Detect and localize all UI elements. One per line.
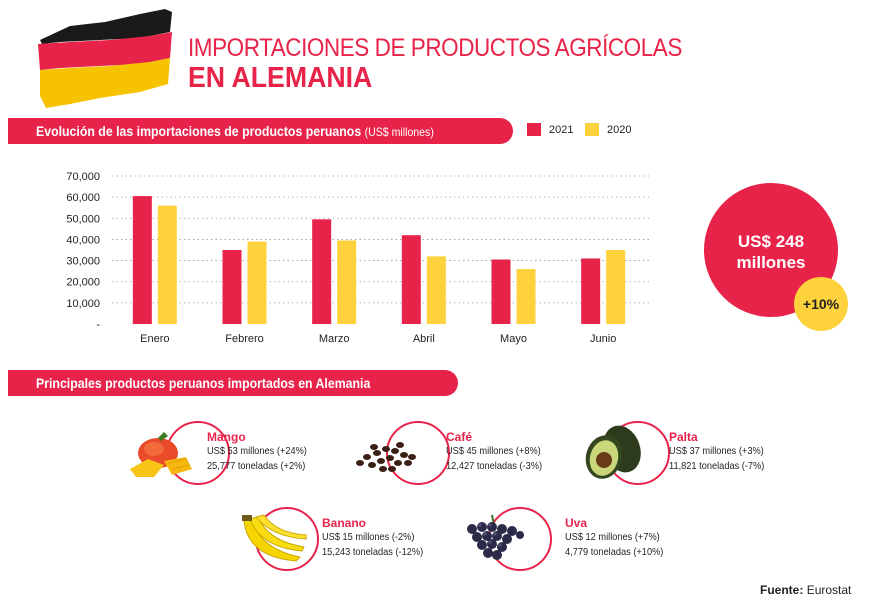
bar-2021-abril xyxy=(401,235,421,324)
product-value-cafe: US$ 45 millones (+8%) xyxy=(446,445,541,457)
chart-section-title-wrap: Evolución de las importaciones de produc… xyxy=(36,123,434,139)
legend-item-2020: 2020 xyxy=(585,123,631,136)
bar-2020-abril xyxy=(426,256,446,324)
x-tick-label: Mayo xyxy=(500,333,527,345)
product-name-cafe: Café xyxy=(446,430,473,444)
bar-2021-enero xyxy=(132,196,152,324)
product-volume-mango: 25,777 toneladas (+2%) xyxy=(207,460,306,472)
product-volume-uva: 4,779 toneladas (+10%) xyxy=(565,546,664,558)
total-imports-unit: millones xyxy=(736,253,806,272)
x-tick-label: Enero xyxy=(140,333,169,345)
total-imports-value: US$ 248 xyxy=(737,232,805,251)
source-value: Eurostat xyxy=(806,583,852,597)
product-volume-cafe: 12,427 toneladas (-3%) xyxy=(446,460,543,472)
legend-swatch-2021 xyxy=(527,123,541,136)
bar-2021-febrero xyxy=(222,250,242,324)
banana-icon xyxy=(242,514,307,562)
page-title-line1: IMPORTACIONES DE PRODUCTOS AGRÍCOLAS xyxy=(188,34,682,62)
germany-flag-icon xyxy=(38,9,172,108)
legend-item-2021: 2021 xyxy=(527,123,573,136)
y-tick-label: 60,000 xyxy=(66,192,100,204)
grapes-icon xyxy=(467,514,524,560)
chart-section-banner: Evolución de las importaciones de produc… xyxy=(8,118,513,144)
imports-bar-chart: - 10,000 20,000 30,000 40,000 50,000 60,000 70,… xyxy=(66,171,650,345)
total-imports-text: US$ 248 millones xyxy=(704,231,838,273)
x-tick-label: Marzo xyxy=(319,333,350,345)
bar-2021-junio xyxy=(581,258,601,324)
legend-swatch-2020 xyxy=(585,123,599,136)
bar-2020-enero xyxy=(157,205,177,324)
bar-2020-mayo xyxy=(516,269,536,324)
y-tick-label: 70,000 xyxy=(66,171,100,183)
product-volume-palta: 11,821 toneladas (-7%) xyxy=(669,460,765,472)
products-section-title: Principales productos peruanos importado… xyxy=(36,375,371,391)
y-tick-label: 50,000 xyxy=(66,213,100,225)
x-tick-label: Junio xyxy=(590,333,616,345)
legend-label-2021: 2021 xyxy=(549,123,574,136)
chart-section-title: Evolución de las importaciones de produc… xyxy=(36,123,362,139)
mango-icon xyxy=(130,432,192,477)
bar-2021-marzo xyxy=(312,219,332,324)
products-section-banner: Principales productos peruanos importado… xyxy=(8,370,458,396)
y-tick-label: 10,000 xyxy=(66,298,100,310)
total-imports-circle: US$ 248 millones xyxy=(704,183,838,317)
x-tick-label: Febrero xyxy=(225,333,264,345)
product-value-palta: US$ 37 millones (+3%) xyxy=(669,445,764,457)
source-note: Fuente: Eurostat xyxy=(760,583,851,597)
y-tick-label: 30,000 xyxy=(66,256,100,268)
x-tick-label: Abril xyxy=(413,333,435,345)
page-title-line2: EN ALEMANIA xyxy=(188,62,373,94)
source-label: Fuente: xyxy=(760,583,804,597)
coffee-beans-icon xyxy=(356,442,416,472)
product-value-banano: US$ 15 millones (-2%) xyxy=(322,531,415,543)
product-volume-banano: 15,243 toneladas (-12%) xyxy=(322,546,424,558)
bar-2021-mayo xyxy=(491,259,511,324)
growth-badge: +10% xyxy=(794,277,848,331)
chart-section-unit: (US$ millones) xyxy=(364,125,434,139)
legend-label-2020: 2020 xyxy=(607,123,632,136)
product-value-mango: US$ 53 millones (+24%) xyxy=(207,445,307,457)
bar-2020-marzo xyxy=(337,240,357,324)
y-tick-label: 40,000 xyxy=(66,234,100,246)
y-tick-label: 20,000 xyxy=(66,277,100,289)
product-value-uva: US$ 12 millones (+7%) xyxy=(565,531,660,543)
product-name-banano: Banano xyxy=(322,516,367,530)
bar-2020-febrero xyxy=(247,241,267,324)
product-name-uva: Uva xyxy=(565,516,588,530)
product-name-mango: Mango xyxy=(207,430,246,444)
product-name-palta: Palta xyxy=(669,430,698,444)
y-tick-label: - xyxy=(96,319,100,331)
avocado-icon xyxy=(585,425,641,479)
bar-2020-junio xyxy=(606,250,626,324)
